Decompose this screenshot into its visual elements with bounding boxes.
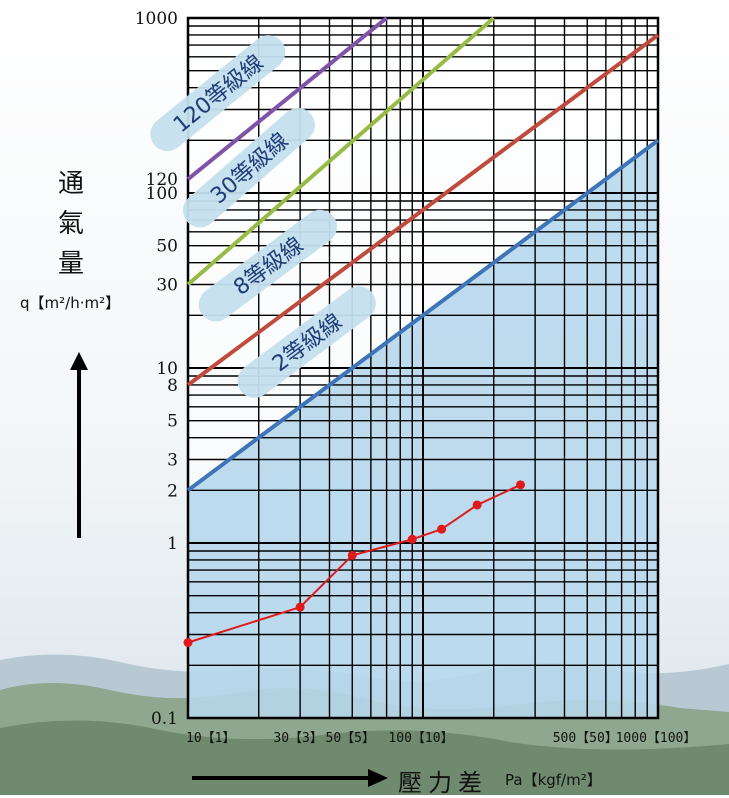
data-point (407, 534, 417, 544)
x-unit-label: Pa【kgf/m²】 (505, 771, 602, 789)
y-tick-label: 2 (167, 481, 178, 501)
data-point (347, 550, 357, 560)
x-tick-label: 10【1】 (186, 731, 235, 746)
y-tick-label: 1000 (135, 9, 178, 29)
y-tick-label: 50 (156, 237, 178, 257)
grade-line (186, 33, 660, 387)
data-point (437, 524, 447, 534)
grade-line (186, 16, 388, 181)
y-title-char-1: 通 (58, 169, 85, 199)
x-tick-label: 100【10】 (388, 731, 453, 746)
y-tick-label: 1 (167, 534, 178, 554)
x-tick-label: 500【50】 (553, 731, 618, 746)
y-tick-label: 120 (146, 170, 178, 190)
y-unit-label: q【m²/h·m²】 (20, 294, 121, 312)
y-title-char-3: 量 (58, 249, 85, 279)
grade-label-pill (150, 35, 286, 152)
data-point (516, 480, 526, 490)
plot-frame (186, 16, 660, 720)
x-arrow-icon (192, 769, 388, 787)
y-tick-label: 0.1 (151, 709, 178, 729)
y-tick-label: 3 (167, 451, 178, 471)
x-title: 壓力差 (398, 769, 488, 797)
x-tick-label: 1000【100】 (616, 731, 697, 746)
grade-line (186, 138, 660, 492)
data-point (295, 602, 305, 612)
y-title-char-2: 氣 (58, 209, 85, 239)
data-point (183, 638, 193, 648)
x-tick-label: 30【3】 (273, 731, 322, 746)
series-layer (183, 480, 526, 648)
y-tick-label: 5 (167, 412, 178, 432)
y-tick-label: 10 (156, 359, 178, 379)
data-point (472, 500, 482, 510)
grade-label-pill (237, 286, 376, 398)
grade-label-pill (198, 209, 338, 322)
y-tick-label: 8 (167, 376, 178, 396)
y-tick-label: 30 (156, 276, 178, 296)
y-tick-label: 100 (146, 184, 178, 204)
grade-label-pill (182, 107, 315, 228)
x-tick-label: 50【5】 (326, 731, 375, 746)
y-arrow-icon (70, 352, 88, 538)
grade-line (186, 16, 496, 287)
